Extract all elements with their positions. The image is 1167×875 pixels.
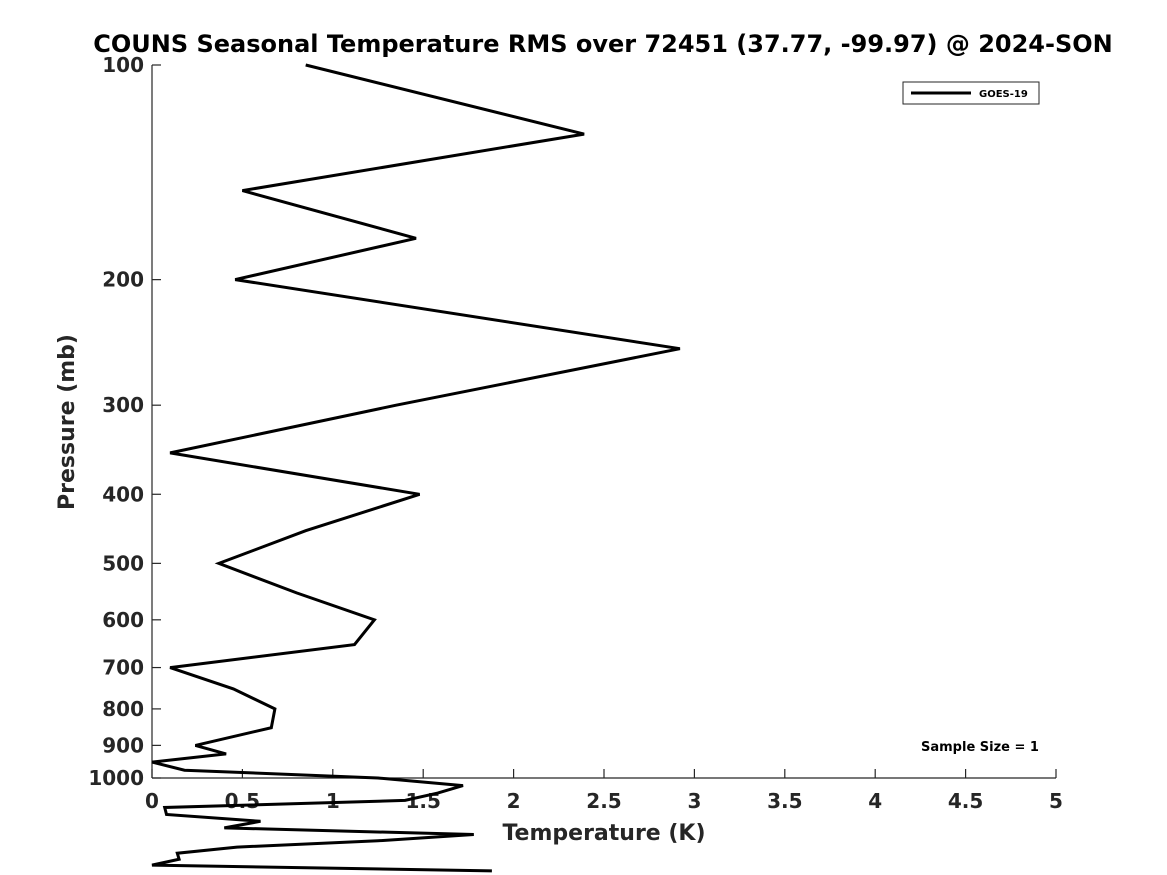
y-tick-label: 200: [102, 268, 144, 292]
x-tick-label: 2.5: [586, 789, 621, 813]
y-tick-label: 400: [102, 482, 144, 506]
plot-area: 0 0.5 1 1.5 2 2.5 3 3.5 4 4.5 5 100200300400500600…: [88, 53, 1063, 873]
y-tick-label: 600: [102, 608, 144, 632]
y-tick-label: 900: [102, 733, 144, 757]
x-ticks: 0 0.5 1 1.5 2 2.5 3 3.5 4 4.5 5: [145, 769, 1063, 813]
y-tick-label: 100: [102, 53, 144, 77]
y-tick-label: 500: [102, 551, 144, 575]
x-tick-label: 3.5: [767, 789, 802, 813]
x-tick-label: 0: [145, 789, 159, 813]
y-tick-label: 700: [102, 656, 144, 680]
series-layer: [151, 63, 681, 873]
y-tick-label: 1000: [88, 766, 144, 790]
y-tick-label: 800: [102, 697, 144, 721]
chart-title: COUNS Seasonal Temperature RMS over 7245…: [93, 30, 1113, 58]
sample-size-annotation: Sample Size = 1: [921, 740, 1039, 755]
legend: GOES-19: [902, 81, 1040, 105]
y-axis-label: Pressure (mb): [55, 334, 80, 510]
x-tick-label: 0.5: [225, 789, 260, 813]
x-tick-label: 3: [687, 789, 701, 813]
x-tick-label: 4: [868, 789, 882, 813]
x-tick-label: 4.5: [948, 789, 983, 813]
y-tick-label: 300: [102, 393, 144, 417]
x-tick-label: 5: [1049, 789, 1063, 813]
y-ticks: 100 200 300 400 500 600 700 800 900 1000: [88, 53, 161, 790]
x-tick-label: 1: [326, 789, 340, 813]
series-line-goes-19: [151, 63, 681, 873]
x-axis-label: Temperature (K): [502, 821, 705, 846]
x-tick-label: 2: [507, 789, 521, 813]
legend-label-goes-19: GOES-19: [979, 89, 1028, 100]
